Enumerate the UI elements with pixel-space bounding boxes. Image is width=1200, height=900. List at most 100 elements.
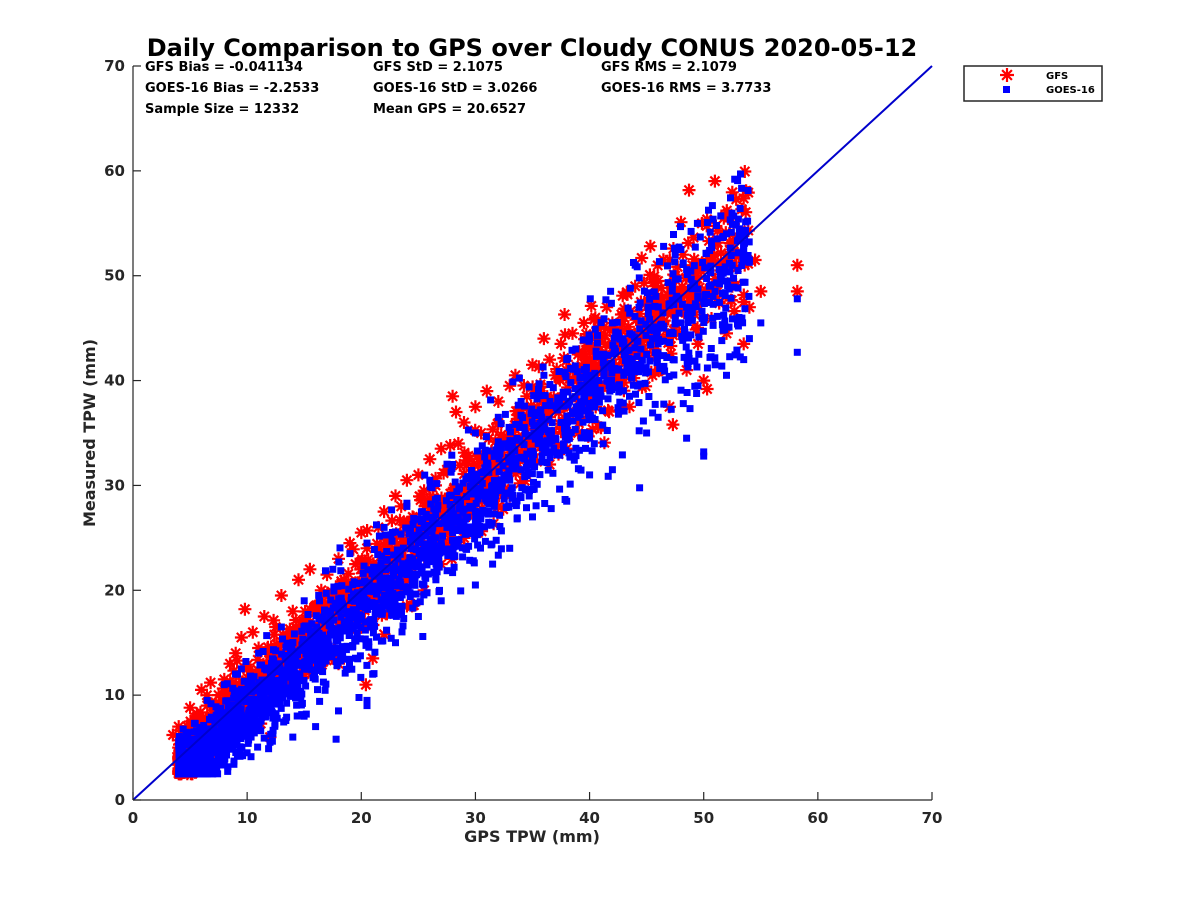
goes-16-point: [593, 339, 601, 347]
gfs-point-shape: [577, 316, 591, 330]
goes-16-point: [727, 228, 735, 236]
goes-16-point: [556, 485, 564, 493]
gfs-point-shape: [274, 589, 288, 602]
goes-16-point: [502, 504, 510, 511]
goes-16-point: [259, 648, 267, 655]
goes-16-point: [669, 330, 677, 337]
goes-16-point: [367, 616, 375, 624]
gfs-point-shape: [508, 422, 522, 436]
goes-16-point: [539, 363, 547, 371]
gfs-point-shape: [588, 311, 602, 325]
goes-16-point: [738, 262, 746, 269]
goes-16-point: [200, 722, 208, 729]
goes-16-point: [459, 479, 467, 487]
gfs-point: [434, 442, 448, 456]
gfs-point: [366, 557, 380, 571]
gfs-point-shape: [423, 452, 437, 466]
goes-16-point: [329, 604, 337, 612]
goes-16-point: [739, 257, 747, 265]
goes-16-point: [360, 562, 368, 570]
goes-16-point: [707, 269, 715, 276]
goes-16-point: [694, 285, 702, 293]
gfs-point: [616, 289, 630, 303]
goes-16-point: [685, 349, 693, 357]
goes-16-point: [484, 447, 492, 455]
goes-16-point: [560, 402, 568, 410]
gfs-point: [443, 439, 457, 452]
goes-16-point: [633, 352, 641, 360]
goes-16-point: [591, 325, 599, 333]
goes-16-point: [721, 263, 729, 271]
goes-16-point: [278, 650, 286, 658]
gfs-point: [212, 688, 226, 702]
goes-16-point: [407, 525, 414, 533]
goes-16-point: [184, 729, 192, 737]
goes-16-point: [626, 309, 634, 317]
gfs-point: [592, 378, 606, 392]
gfs-point: [389, 489, 402, 503]
goes-16-point: [528, 470, 536, 478]
gfs-point: [583, 342, 597, 356]
gfs-point-shape: [737, 288, 751, 302]
goes-16-point: [579, 418, 587, 426]
goes-16-series: [175, 170, 801, 778]
goes-16-point: [719, 326, 727, 334]
gfs-point-shape: [651, 274, 665, 288]
goes-16-point: [635, 399, 643, 407]
gfs-point-shape: [725, 185, 739, 199]
gfs-point: [339, 592, 353, 605]
goes-16-point: [213, 765, 221, 773]
goes-16-point: [442, 497, 450, 505]
gfs-point: [513, 476, 527, 490]
gfs-point-shape: [655, 291, 669, 305]
goes-16-point: [642, 364, 650, 372]
gfs-point-shape: [694, 264, 708, 278]
goes-16-point: [420, 591, 428, 599]
goes-16-point: [465, 542, 473, 550]
goes-16-point: [510, 455, 518, 462]
gfs-point: [737, 295, 751, 309]
goes-16-point: [717, 276, 725, 283]
gfs-point: [657, 300, 671, 314]
goes-16-point: [349, 642, 357, 649]
goes-16-point: [206, 738, 214, 746]
goes-16-point: [487, 396, 495, 404]
goes-16-point: [443, 460, 451, 468]
goes-16-point: [667, 405, 675, 413]
goes-16-point: [338, 582, 346, 590]
goes-16-point: [492, 446, 500, 454]
goes-16-point: [713, 235, 721, 243]
goes-16-point: [505, 467, 513, 475]
goes-16-point: [735, 226, 743, 234]
goes-16-point: [343, 665, 350, 673]
goes-16-point: [409, 604, 417, 612]
goes-16-point: [319, 659, 327, 667]
goes-16-point: [399, 544, 407, 552]
gfs-point: [697, 374, 711, 388]
gfs-point-shape: [257, 610, 271, 623]
goes-16-point: [376, 579, 384, 587]
goes-16-point: [230, 760, 238, 768]
goes-16-point: [337, 613, 345, 621]
gfs-point-shape: [461, 449, 475, 463]
gfs-point: [645, 368, 659, 382]
gfs-point-shape: [204, 717, 218, 731]
goes-16-point: [445, 492, 453, 500]
gfs-point-shape: [349, 557, 363, 571]
goes-16-point: [526, 459, 534, 467]
gfs-point-shape: [360, 524, 374, 537]
goes-16-point: [535, 380, 543, 388]
gfs-point: [297, 667, 311, 681]
goes-16-point: [546, 454, 554, 462]
goes-16-point: [283, 688, 290, 696]
goes-16-point: [652, 323, 659, 331]
goes-16-point: [397, 610, 405, 618]
goes-16-point: [227, 718, 235, 726]
gfs-point-shape: [790, 284, 804, 298]
goes-16-point: [197, 728, 205, 736]
goes-16-point: [704, 219, 711, 227]
gfs-point-shape: [317, 598, 331, 612]
goes-16-point: [683, 360, 691, 367]
goes-16-point: [457, 587, 465, 595]
gfs-point-shape: [359, 678, 373, 692]
